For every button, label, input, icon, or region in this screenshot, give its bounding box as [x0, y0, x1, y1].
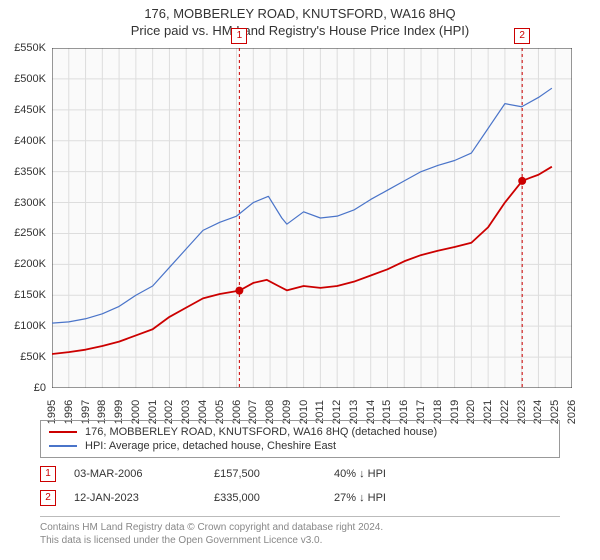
y-axis-label: £150K — [14, 289, 46, 301]
legend-label: 176, MOBBERLEY ROAD, KNUTSFORD, WA16 8HQ… — [85, 426, 437, 438]
footer: Contains HM Land Registry data © Crown c… — [40, 516, 560, 547]
y-axis-label: £550K — [14, 42, 46, 54]
legend-row: 176, MOBBERLEY ROAD, KNUTSFORD, WA16 8HQ… — [49, 425, 551, 439]
transaction-diff: 27% ↓ HPI — [334, 492, 454, 504]
x-axis-label: 2026 — [566, 400, 578, 424]
y-axis-label: £200K — [14, 258, 46, 270]
y-axis-label: £350K — [14, 166, 46, 178]
y-axis-label: £450K — [14, 104, 46, 116]
transaction-date: 12-JAN-2023 — [74, 492, 214, 504]
y-axis-label: £300K — [14, 197, 46, 209]
transaction-price: £157,500 — [214, 468, 334, 480]
footer-line: Contains HM Land Registry data © Crown c… — [40, 521, 560, 534]
title-block: 176, MOBBERLEY ROAD, KNUTSFORD, WA16 8HQ… — [0, 0, 600, 38]
transaction-marker: 2 — [40, 490, 56, 506]
y-axis-label: £0 — [34, 382, 46, 394]
transaction-price: £335,000 — [214, 492, 334, 504]
legend-box: 176, MOBBERLEY ROAD, KNUTSFORD, WA16 8HQ… — [40, 420, 560, 458]
legend-row: HPI: Average price, detached house, Ches… — [49, 439, 551, 453]
transaction-row: 1 03-MAR-2006 £157,500 40% ↓ HPI — [40, 462, 560, 486]
legend-swatch — [49, 445, 77, 447]
transaction-row: 2 12-JAN-2023 £335,000 27% ↓ HPI — [40, 486, 560, 510]
y-axis-label: £250K — [14, 227, 46, 239]
chart-container: 176, MOBBERLEY ROAD, KNUTSFORD, WA16 8HQ… — [0, 0, 600, 560]
chart-area: £0£50K£100K£150K£200K£250K£300K£350K£400… — [52, 48, 572, 388]
footer-line: This data is licensed under the Open Gov… — [40, 534, 560, 547]
y-axis-label: £100K — [14, 320, 46, 332]
y-axis-label: £500K — [14, 73, 46, 85]
transaction-top-marker: 1 — [231, 28, 247, 44]
transaction-marker: 1 — [40, 466, 56, 482]
chart-svg — [52, 48, 572, 388]
title-subtitle: Price paid vs. HM Land Registry's House … — [0, 23, 600, 38]
transaction-top-marker: 2 — [514, 28, 530, 44]
y-axis-label: £50K — [20, 351, 46, 363]
transactions-table: 1 03-MAR-2006 £157,500 40% ↓ HPI 2 12-JA… — [40, 462, 560, 510]
title-address: 176, MOBBERLEY ROAD, KNUTSFORD, WA16 8HQ — [0, 6, 600, 21]
legend-label: HPI: Average price, detached house, Ches… — [85, 440, 336, 452]
legend-swatch — [49, 431, 77, 433]
y-axis-label: £400K — [14, 135, 46, 147]
transaction-diff: 40% ↓ HPI — [334, 468, 454, 480]
transaction-date: 03-MAR-2006 — [74, 468, 214, 480]
